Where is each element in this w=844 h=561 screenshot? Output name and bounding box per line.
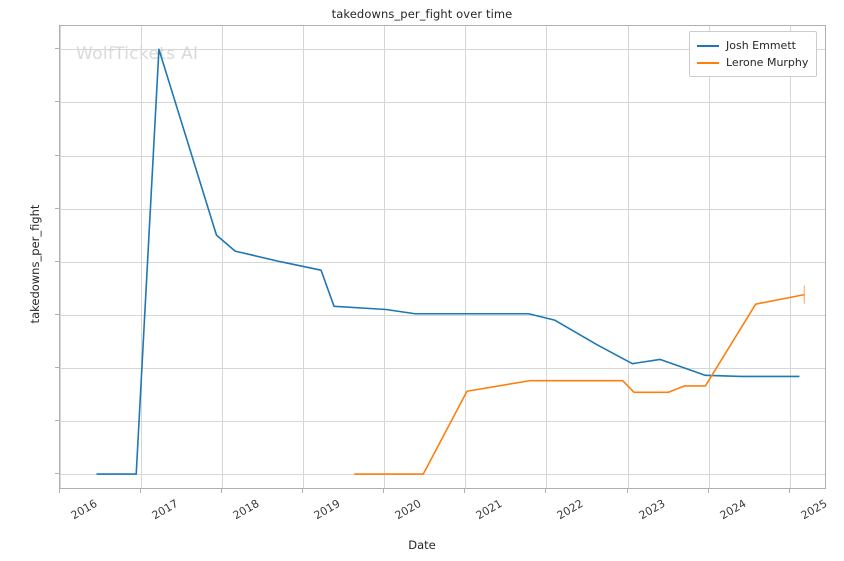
gridline-horizontal (60, 208, 825, 210)
y-tick-mark (55, 101, 59, 103)
gridline-vertical (465, 26, 467, 488)
legend-item[interactable]: Josh Emmett (697, 37, 808, 54)
x-tick-label: 2017 (149, 497, 181, 523)
y-tick-mark (55, 419, 59, 421)
x-tick-mark (545, 489, 547, 493)
series-line (96, 48, 800, 475)
y-tick-mark (55, 207, 59, 209)
x-tick-label: 2018 (230, 497, 262, 523)
x-tick-label: 2022 (555, 497, 586, 523)
legend-color-swatch (697, 61, 719, 64)
legend-color-swatch (697, 44, 719, 47)
gridline-horizontal (60, 420, 825, 422)
gridline-horizontal (60, 49, 825, 51)
gridline-vertical (303, 26, 305, 488)
gridline-horizontal (60, 367, 825, 369)
x-tick-label: 2019 (311, 497, 343, 523)
x-axis-label: Date (408, 538, 436, 552)
gridline-vertical (141, 26, 143, 488)
series-lines (96, 48, 805, 475)
y-tick-mark (55, 473, 59, 475)
legend-item-label: Lerone Murphy (726, 56, 809, 69)
plot-area: WolfTickets AI (59, 25, 826, 489)
watermark: WolfTickets AI (76, 44, 199, 64)
gridline-horizontal (60, 261, 825, 263)
y-tick-mark (55, 366, 59, 368)
series-line (354, 293, 805, 475)
gridline-horizontal (60, 102, 825, 104)
x-tick-mark (383, 489, 385, 493)
gridline-vertical (708, 26, 710, 488)
gridline-vertical (60, 26, 61, 488)
x-tick-mark (464, 489, 466, 493)
x-tick-mark (221, 489, 223, 493)
gridline-horizontal (60, 155, 825, 157)
y-tick-mark (55, 48, 59, 50)
gridline-vertical (222, 26, 224, 488)
legend-item-label: Josh Emmett (726, 39, 796, 52)
gridline-vertical (384, 26, 386, 488)
gridline-vertical (789, 26, 791, 488)
page-title: takedowns_per_fight over time (331, 7, 513, 21)
x-tick-mark (302, 489, 304, 493)
gridline-horizontal (60, 474, 825, 476)
y-tick-mark (55, 260, 59, 262)
x-tick-mark (788, 489, 790, 493)
y-tick-mark (55, 154, 59, 156)
x-tick-label: 2021 (474, 497, 505, 523)
x-tick-mark (626, 489, 628, 493)
gridline-vertical (546, 26, 548, 488)
x-tick-label: 2016 (68, 497, 100, 523)
x-tick-mark (707, 489, 709, 493)
gridline-horizontal (60, 314, 825, 316)
x-tick-mark (140, 489, 142, 493)
x-tick-label: 2023 (636, 497, 668, 523)
legend: Josh Emmett Lerone Murphy (689, 31, 818, 77)
x-tick-mark (59, 489, 60, 493)
legend-item[interactable]: Lerone Murphy (697, 54, 808, 71)
y-tick-mark (55, 313, 59, 315)
gridline-vertical (627, 26, 629, 488)
x-tick-label: 2025 (798, 497, 830, 523)
x-tick-label: 2024 (717, 497, 749, 523)
x-tick-label: 2020 (393, 497, 424, 523)
y-axis-label: takedowns_per_fight (28, 204, 42, 324)
